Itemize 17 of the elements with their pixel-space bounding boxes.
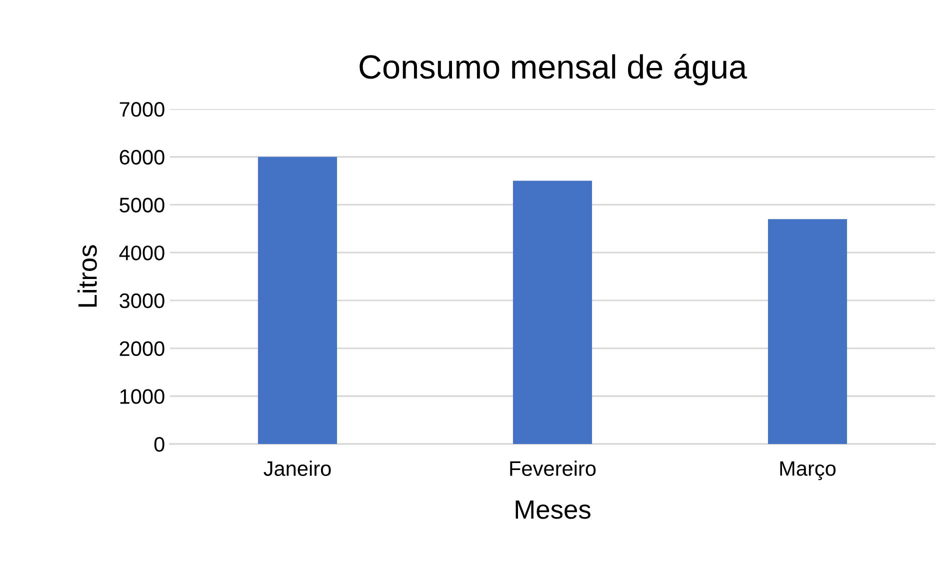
chart-title: Consumo mensal de água [360,54,748,86]
y-tick-label: 2000 [120,341,164,356]
bar [512,180,592,444]
y-tick-label: 0 [154,437,164,452]
y-tick-label: 6000 [120,150,164,165]
y-tick-label: 1000 [120,389,164,404]
x-tick-label: Fevereiro [510,460,596,476]
y-tick-label: 5000 [120,198,164,212]
y-tick-label: 7000 [120,102,164,117]
bar [768,219,848,444]
bar [258,156,338,444]
x-tick-label: Março [780,461,836,480]
y-tick-label: 3000 [120,293,164,308]
y-axis-title: Litros [78,245,97,307]
y-tick-label: 4000 [119,246,164,260]
x-tick-label: Janeiro [264,460,331,476]
x-axis-title: Meses [516,500,590,519]
